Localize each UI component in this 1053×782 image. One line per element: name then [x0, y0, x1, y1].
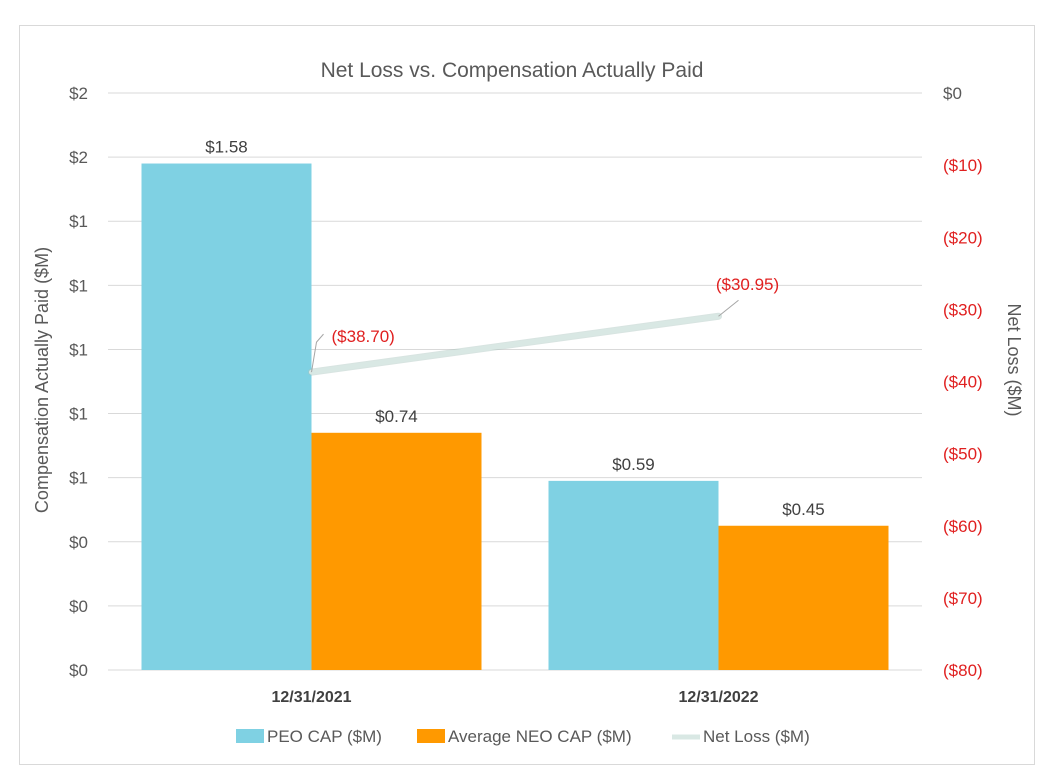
legend-label: Net Loss ($M) — [703, 727, 810, 746]
leader-line — [311, 333, 324, 373]
category-label: 12/31/2022 — [678, 689, 758, 706]
bar-average-neo-cap-m-1 — [718, 525, 889, 670]
bar-peo-cap-m-0 — [141, 163, 312, 670]
right-tick-label: $0 — [943, 84, 962, 103]
left-tick-label: $2 — [69, 148, 88, 167]
left-tick-label: $1 — [69, 340, 88, 359]
right-tick-label: ($50) — [943, 445, 983, 464]
net-loss-line-path — [309, 313, 721, 375]
bars — [141, 163, 889, 670]
right-tick-label: ($10) — [943, 156, 983, 175]
net-loss-line — [308, 299, 739, 376]
right-tick-label: ($70) — [943, 589, 983, 608]
legend: PEO CAP ($M) Average NEO CAP ($M) Net Loss… — [236, 727, 810, 746]
left-axis-ticks: $0 $0 $0 $1 $1 $1 $1 $1 $2 $2 — [69, 84, 88, 680]
left-tick-label: $1 — [69, 212, 88, 231]
right-tick-label: ($20) — [943, 228, 983, 247]
chart-title: Net Loss vs. Compensation Actually Paid — [321, 59, 704, 82]
left-tick-label: $2 — [69, 84, 88, 103]
line-data-label: ($38.70) — [332, 327, 395, 346]
left-tick-label: $0 — [69, 597, 88, 616]
legend-label: Average NEO CAP ($M) — [448, 727, 632, 746]
left-tick-label: $1 — [69, 469, 88, 488]
bar-data-label: $0.45 — [782, 500, 825, 519]
right-tick-label: ($80) — [943, 661, 983, 680]
right-tick-label: ($60) — [943, 517, 983, 536]
right-tick-label: ($40) — [943, 373, 983, 392]
left-axis-title: Compensation Actually Paid ($M) — [32, 247, 52, 513]
bar-data-label: $0.59 — [612, 455, 655, 474]
bar-peo-cap-m-1 — [548, 480, 719, 670]
bar-data-label: $1.58 — [205, 138, 248, 157]
bar-average-neo-cap-m-0 — [311, 432, 482, 670]
leader-line — [718, 299, 739, 317]
left-tick-label: $1 — [69, 405, 88, 424]
left-tick-label: $1 — [69, 276, 88, 295]
right-tick-label: ($30) — [943, 300, 983, 319]
bar-data-label: $0.74 — [375, 407, 418, 426]
left-tick-label: $0 — [69, 533, 88, 552]
category-label: 12/31/2021 — [271, 689, 351, 706]
legend-swatch — [236, 729, 264, 743]
data-labels: $1.58 $0.74 $0.59 $0.45 ($38.70) ($30.95) — [205, 138, 825, 519]
category-labels: 12/31/2021 12/31/2022 — [271, 689, 758, 706]
legend-swatch — [417, 729, 445, 743]
left-tick-label: $0 — [69, 661, 88, 680]
right-axis-ticks: ($80) ($70) ($60) ($50) ($40) ($30) ($20) ($10)… — [943, 84, 983, 680]
legend-label: PEO CAP ($M) — [267, 727, 382, 746]
line-data-label: ($30.95) — [716, 275, 779, 294]
right-axis-title: Net Loss ($M) — [1004, 303, 1024, 416]
